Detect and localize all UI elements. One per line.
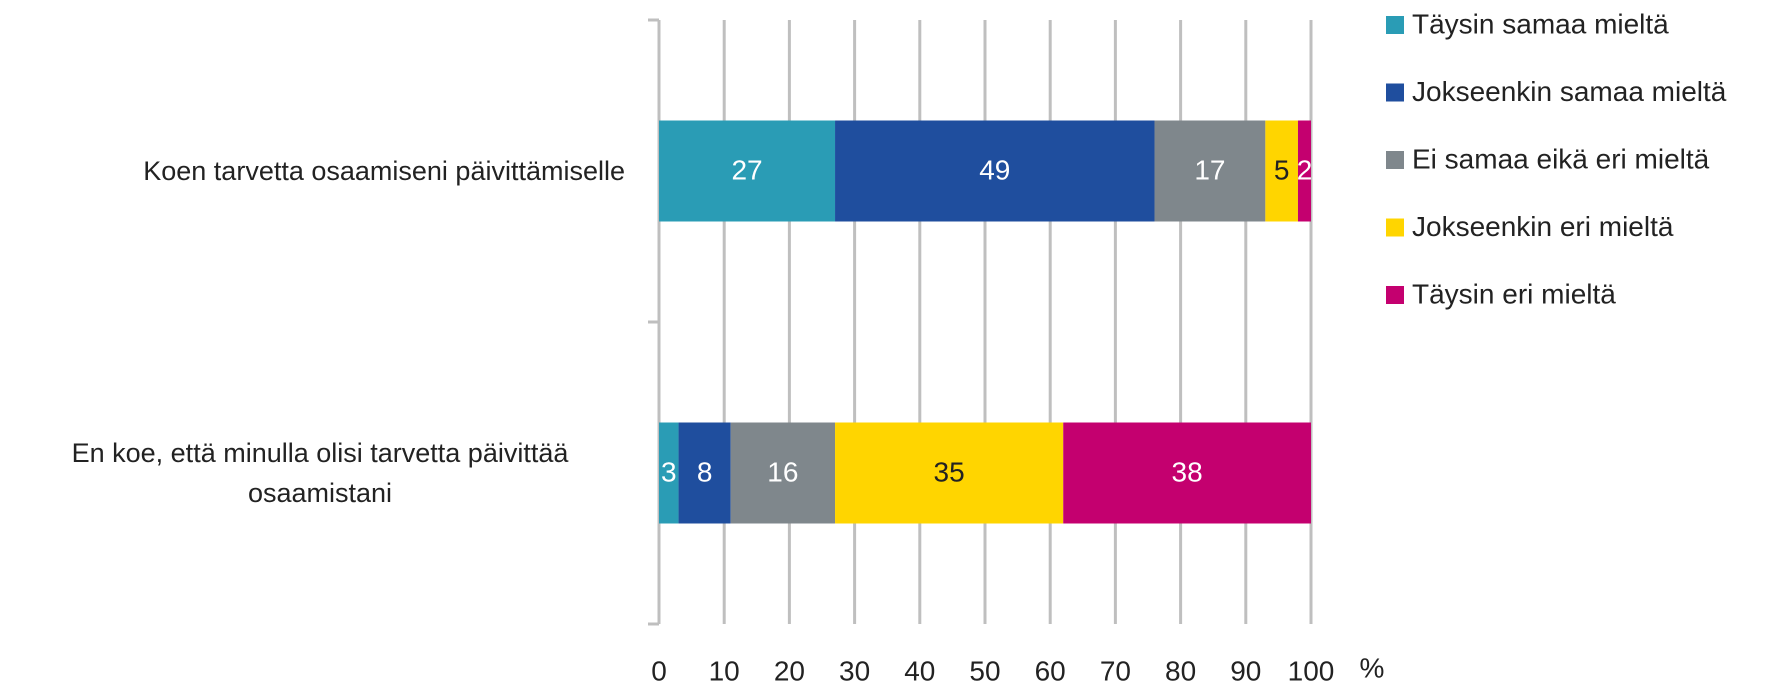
bar-segment: [1154, 120, 1266, 222]
category-text: Koen tarvetta osaamiseni päivittämiselle: [143, 156, 625, 186]
legend-swatch: [1386, 286, 1404, 304]
x-tick-label: 70: [1100, 655, 1131, 686]
legend-swatch: [1386, 218, 1404, 237]
x-tick-label: 80: [1165, 655, 1196, 686]
bar-segment: [835, 120, 1155, 222]
bar-segment: [1063, 422, 1311, 524]
data-label: 3: [661, 456, 677, 487]
category-label: En koe, että minulla olisi tarvetta päiv…: [15, 433, 625, 513]
legend-swatch: [1386, 83, 1404, 102]
x-tick-label: 30: [839, 655, 870, 686]
x-axis-label: %: [1360, 652, 1385, 683]
legend-label: Ei samaa eikä eri mieltä: [1412, 143, 1710, 174]
data-label: 8: [697, 456, 713, 487]
bar-segment: [1265, 120, 1298, 222]
data-label: 35: [934, 456, 965, 487]
data-label: 38: [1172, 456, 1203, 487]
x-tick-label: 100: [1288, 655, 1335, 686]
data-label: 5: [1274, 154, 1290, 185]
category-label: Koen tarvetta osaamiseni päivittämiselle: [15, 151, 625, 191]
data-label: 17: [1194, 154, 1225, 185]
x-tick-label: 60: [1035, 655, 1066, 686]
x-tick-label: 50: [969, 655, 1000, 686]
x-tick-label: 40: [904, 655, 935, 686]
category-text: En koe, että minulla olisi tarvetta päiv…: [71, 438, 569, 508]
data-label: 16: [767, 456, 798, 487]
x-tick-label: 10: [709, 655, 740, 686]
bar-segment: [835, 422, 1064, 524]
x-tick-label: 0: [651, 655, 667, 686]
bar-segment: [659, 422, 679, 524]
bar-segment: [1297, 120, 1311, 222]
legend-label: Täysin samaa mieltä: [1412, 8, 1669, 39]
bar-segment: [730, 422, 836, 524]
bar-segment: [659, 120, 836, 222]
data-label: 27: [731, 154, 762, 185]
legend-label: Täysin eri mieltä: [1412, 278, 1616, 309]
x-tick-label: 90: [1230, 655, 1261, 686]
legend-swatch: [1386, 16, 1404, 34]
bar-segment: [678, 422, 731, 524]
legend-label: Jokseenkin eri mieltä: [1412, 211, 1674, 242]
legend-label: Jokseenkin samaa mieltä: [1412, 76, 1727, 107]
data-label: 49: [979, 154, 1010, 185]
data-label: 2: [1297, 154, 1313, 185]
x-tick-label: 20: [774, 655, 805, 686]
legend-swatch: [1386, 151, 1404, 169]
